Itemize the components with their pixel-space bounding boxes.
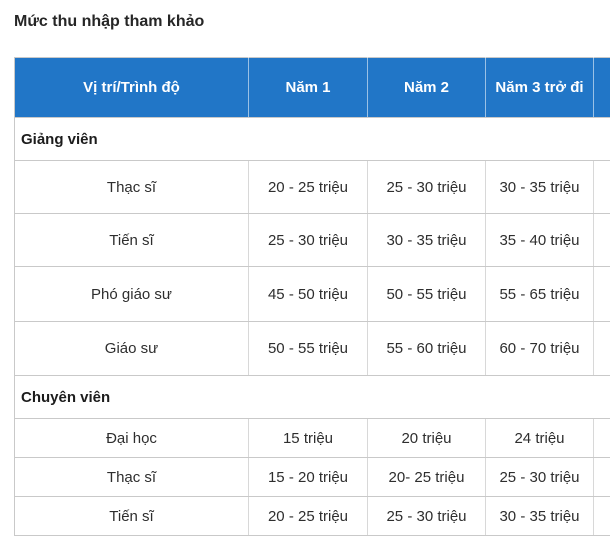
table-row: Thạc sĩ 15 - 20 triệu 20- 25 triệu 25 - …: [14, 457, 610, 497]
table-row: Tiến sĩ 20 - 25 triệu 25 - 30 triệu 30 -…: [14, 496, 610, 536]
cell-clipped: [593, 321, 610, 376]
cell-clipped: [593, 213, 610, 267]
cell-value: 20 - 25 triệu: [248, 496, 368, 536]
table-row: Thạc sĩ 20 - 25 triệu 25 - 30 triệu 30 -…: [14, 160, 610, 214]
row-label: Thạc sĩ: [14, 160, 249, 214]
column-header-year3: Năm 3 trở đi: [485, 57, 594, 118]
cell-value: 55 - 65 triệu: [485, 266, 594, 322]
table-row: Phó giáo sư 45 - 50 triệu 50 - 55 triệu …: [14, 266, 610, 322]
cell-value: 30 - 35 triệu: [485, 496, 594, 536]
table-row: Đại học 15 triệu 20 triệu 24 triệu: [14, 418, 610, 458]
section-label: Giảng viên: [14, 117, 610, 161]
table-row: Tiến sĩ 25 - 30 triệu 30 - 35 triệu 35 -…: [14, 213, 610, 267]
cell-value: 15 - 20 triệu: [248, 457, 368, 497]
cell-value: 45 - 50 triệu: [248, 266, 368, 322]
column-header-year2: Năm 2: [367, 57, 486, 118]
row-label: Tiến sĩ: [14, 213, 249, 267]
cell-value: 20- 25 triệu: [367, 457, 486, 497]
row-label: Tiến sĩ: [14, 496, 249, 536]
cell-value: 30 - 35 triệu: [367, 213, 486, 267]
cell-value: 25 - 30 triệu: [367, 496, 486, 536]
cell-value: 50 - 55 triệu: [367, 266, 486, 322]
table-row: Giáo sư 50 - 55 triệu 55 - 60 triệu 60 -…: [14, 321, 610, 376]
cell-value: 60 - 70 triệu: [485, 321, 594, 376]
cell-value: 20 - 25 triệu: [248, 160, 368, 214]
section-row-chuyen-vien: Chuyên viên: [14, 375, 610, 419]
cell-value: 55 - 60 triệu: [367, 321, 486, 376]
row-label: Giáo sư: [14, 321, 249, 376]
cell-clipped: [593, 266, 610, 322]
cell-clipped: [593, 496, 610, 536]
row-label: Đại học: [14, 418, 249, 458]
cell-clipped: [593, 160, 610, 214]
cell-value: 35 - 40 triệu: [485, 213, 594, 267]
cell-value: 25 - 30 triệu: [248, 213, 368, 267]
column-header-clipped: [593, 57, 610, 118]
cell-value: 30 - 35 triệu: [485, 160, 594, 214]
page-title: Mức thu nhập tham khảo: [14, 13, 205, 30]
row-label: Thạc sĩ: [14, 457, 249, 497]
row-label: Phó giáo sư: [14, 266, 249, 322]
header-row: Vị trí/Trình độ Năm 1 Năm 2 Năm 3 trở đi: [14, 57, 610, 118]
cell-value: 25 - 30 triệu: [367, 160, 486, 214]
salary-table: Vị trí/Trình độ Năm 1 Năm 2 Năm 3 trở đi…: [14, 57, 610, 536]
cell-clipped: [593, 418, 610, 458]
section-label: Chuyên viên: [14, 375, 610, 419]
cell-value: 24 triệu: [485, 418, 594, 458]
cell-value: 25 - 30 triệu: [485, 457, 594, 497]
cell-value: 50 - 55 triệu: [248, 321, 368, 376]
cell-clipped: [593, 457, 610, 497]
section-row-giang-vien: Giảng viên: [14, 117, 610, 161]
column-header-position: Vị trí/Trình độ: [14, 57, 249, 118]
cell-value: 20 triệu: [367, 418, 486, 458]
column-header-year1: Năm 1: [248, 57, 368, 118]
cell-value: 15 triệu: [248, 418, 368, 458]
